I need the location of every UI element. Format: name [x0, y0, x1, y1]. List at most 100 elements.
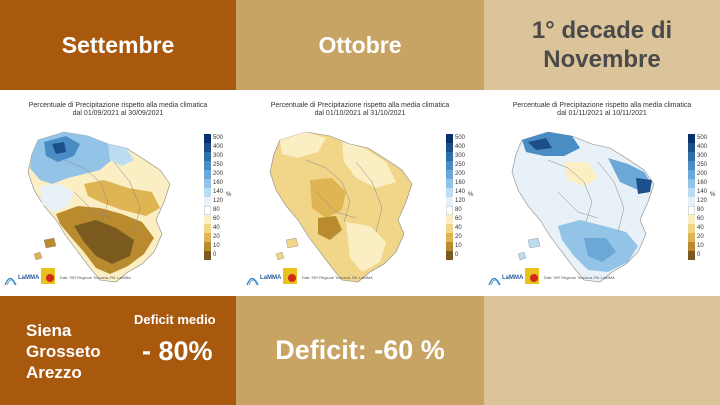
lamma-logo-text: LaMMA [502, 275, 524, 281]
legend-label: 140 [697, 189, 708, 195]
legend-label: 200 [697, 171, 708, 177]
data-credit: Dati: SIR Regione Toscana, Ril. LaMMA [544, 275, 615, 280]
legend-swatch [204, 152, 211, 161]
legend-swatch [688, 188, 695, 197]
summary-october: Deficit: -60 % [236, 296, 484, 405]
legend-label: 250 [213, 162, 224, 168]
city-list: Siena Grosseto Arezzo [26, 320, 101, 383]
lamma-logo-icon [488, 277, 501, 286]
legend-swatch [204, 224, 211, 233]
legend-label: 60 [697, 216, 704, 222]
deficit-value: - 80% [142, 336, 213, 366]
legend-label: 200 [213, 171, 224, 177]
legend-swatch [688, 242, 695, 251]
header-november-line1: 1° decade di [531, 17, 673, 44]
legend-label: 40 [455, 225, 462, 231]
legend-label: 0 [213, 252, 217, 258]
legend-label: 400 [213, 144, 224, 150]
summary-september: Siena Grosseto Arezzo Deficit medio - 80… [0, 296, 236, 405]
legend-swatch [446, 134, 453, 143]
legend-swatch [204, 161, 211, 170]
legend-swatch [688, 152, 695, 161]
legend-swatch [446, 188, 453, 197]
legend-label: 80 [455, 207, 462, 213]
legend-label: 60 [213, 216, 220, 222]
legend-swatch [204, 143, 211, 152]
lamma-logo-icon [246, 277, 259, 286]
legend-label: 40 [213, 225, 220, 231]
regione-toscana-logo-icon [283, 268, 297, 284]
city-arezzo: Arezzo [26, 363, 82, 382]
legend-swatch [204, 170, 211, 179]
legend-swatch [446, 251, 453, 260]
legend-swatch [446, 170, 453, 179]
legend-label: 10 [697, 243, 704, 249]
legend-swatch [446, 215, 453, 224]
legend-label: 40 [697, 225, 704, 231]
map-panel-november: Percentuale di Precipitazione rispetto a… [484, 90, 720, 296]
legend-label: 500 [213, 135, 224, 141]
logo-strip: LaMMA Dati: SIR Regione Toscana, Ril. La… [4, 266, 234, 290]
legend-swatch [446, 224, 453, 233]
map-dates: dal 01/11/2021 al 10/11/2021 [557, 110, 647, 117]
map-legend: 500 400 300 250 200 160 140 120 80 60 40 20 10 0% [444, 134, 474, 264]
legend-swatch [688, 215, 695, 224]
legend-swatch [204, 197, 211, 206]
header-november-line2: Novembre [543, 46, 661, 73]
header-october: Ottobre [236, 0, 484, 90]
legend-unit: % [710, 192, 716, 198]
header-november-text: 1° decade di Novembre [532, 16, 672, 74]
legend-swatch [688, 197, 695, 206]
legend-swatch [204, 134, 211, 143]
october-deficit: Deficit: -60 % [275, 335, 445, 365]
header-september-label: Settembre [61, 31, 175, 58]
legend-swatch [688, 233, 695, 242]
regione-toscana-logo-icon [525, 268, 539, 284]
precipitation-map-october [269, 131, 413, 283]
logo-strip: LaMMA Dati: SIR Regione Toscana, Ril. La… [246, 266, 476, 290]
map-dates: dal 01/10/2021 al 31/10/2021 [314, 110, 406, 117]
map-panel-september: Percentuale di Precipitazione rispetto a… [0, 90, 236, 296]
data-credit: Dati: SIR Regione Toscana, Ril. LaMMA [302, 275, 373, 280]
legend-label: 160 [697, 180, 708, 186]
legend-swatch [446, 161, 453, 170]
legend-swatch [204, 242, 211, 251]
legend-label: 140 [455, 189, 466, 195]
lamma-logo-icon [4, 277, 17, 286]
legend-label: 20 [455, 234, 462, 240]
legend-swatch [204, 215, 211, 224]
legend-swatch [688, 143, 695, 152]
legend-unit: % [226, 192, 232, 198]
deficit-label: Deficit medio [134, 312, 216, 327]
legend-label: 160 [455, 180, 466, 186]
map-legend: 500 400 300 250 200 160 140 120 80 60 40 20 10 0% [686, 134, 716, 264]
legend-swatch [204, 188, 211, 197]
legend-label: 500 [455, 135, 466, 141]
legend-swatch [204, 179, 211, 188]
legend-label: 60 [455, 216, 462, 222]
header-september: Settembre [0, 0, 236, 90]
header-october-label: Ottobre [318, 31, 402, 58]
regione-toscana-logo-icon [41, 268, 55, 284]
legend-swatch [446, 233, 453, 242]
legend-label: 400 [455, 144, 466, 150]
precipitation-map-september [27, 131, 171, 283]
legend-unit: % [468, 192, 474, 198]
city-siena: Siena [26, 321, 72, 340]
legend-label: 250 [697, 162, 708, 168]
legend-label: 300 [213, 153, 224, 159]
logo-strip: LaMMA Dati: SIR Regione Toscana, Ril. La… [488, 266, 718, 290]
legend-label: 400 [697, 144, 708, 150]
legend-label: 140 [213, 189, 224, 195]
legend-label: 0 [455, 252, 459, 258]
city-grosseto: Grosseto [26, 342, 101, 361]
legend-swatch [688, 170, 695, 179]
summary-november [484, 296, 720, 405]
legend-label: 500 [697, 135, 708, 141]
precipitation-map-november [511, 131, 655, 283]
lamma-logo-text: LaMMA [18, 275, 40, 281]
data-credit: Dati: SIR Regione Toscana, Ril. LaMMA [60, 275, 131, 280]
legend-swatch [688, 251, 695, 260]
legend-label: 300 [697, 153, 708, 159]
legend-label: 10 [455, 243, 462, 249]
